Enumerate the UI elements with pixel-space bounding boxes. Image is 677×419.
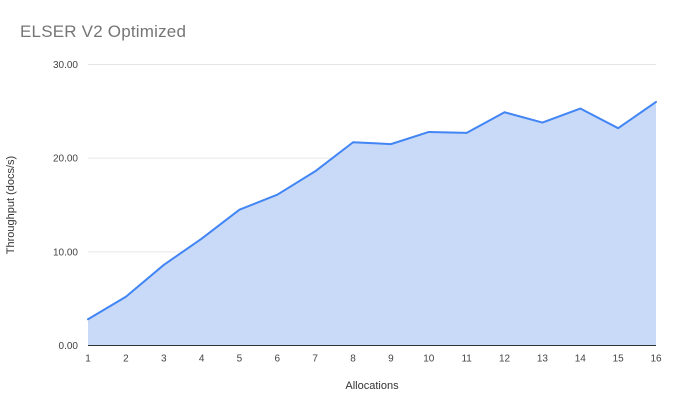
x-tick-label: 5 bbox=[237, 354, 243, 365]
x-tick-label: 2 bbox=[123, 354, 129, 365]
x-tick-label: 12 bbox=[499, 354, 511, 365]
x-tick-label: 1 bbox=[85, 354, 91, 365]
x-tick-label: 3 bbox=[161, 354, 167, 365]
chart-title: ELSER V2 Optimized bbox=[20, 22, 187, 41]
area-fill bbox=[88, 101, 656, 346]
x-axis-title: Allocations bbox=[345, 380, 399, 392]
x-tick-label: 4 bbox=[199, 354, 205, 365]
x-tick-label: 6 bbox=[275, 354, 281, 365]
x-tick-label: 16 bbox=[650, 354, 662, 365]
x-tick-label: 13 bbox=[537, 354, 549, 365]
x-tick-label: 11 bbox=[461, 354, 472, 365]
y-tick-label: 20.00 bbox=[53, 154, 78, 165]
y-tick-label: 10.00 bbox=[53, 247, 78, 258]
x-tick-label: 8 bbox=[350, 354, 356, 365]
y-tick-label: 0.00 bbox=[59, 341, 79, 352]
x-tick-label: 14 bbox=[575, 354, 587, 365]
x-tick-label: 9 bbox=[388, 354, 394, 365]
y-axis-title: Throughput (docs/s) bbox=[5, 156, 17, 254]
x-tick-label: 7 bbox=[312, 354, 318, 365]
x-tick-label: 15 bbox=[613, 354, 625, 365]
data-line bbox=[87, 100, 657, 321]
x-tick-label: 10 bbox=[423, 354, 435, 365]
y-tick-label: 30.00 bbox=[53, 60, 78, 71]
